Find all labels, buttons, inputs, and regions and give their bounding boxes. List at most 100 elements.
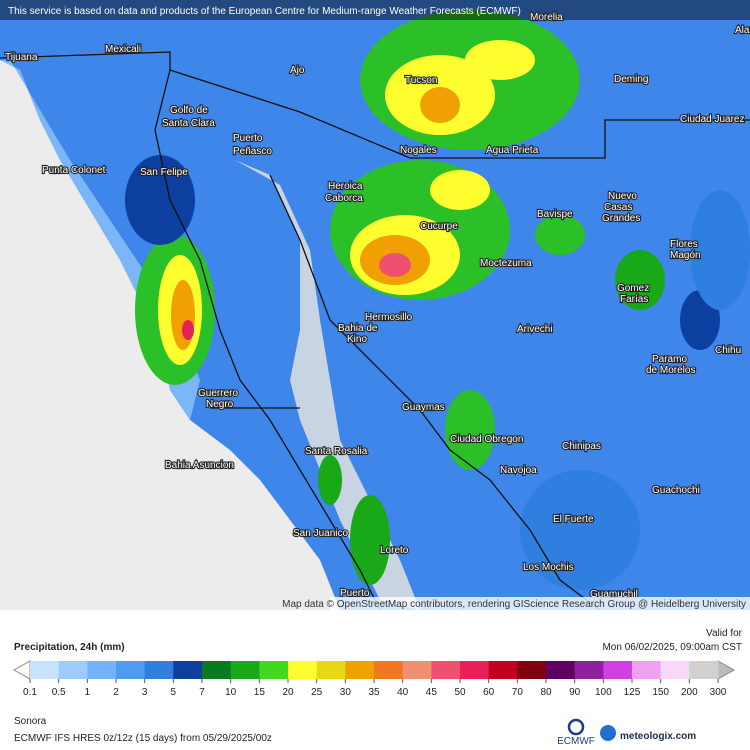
place-label: Grandes bbox=[602, 213, 640, 224]
place-label: Paramo bbox=[652, 354, 687, 365]
place-label: San Felipe bbox=[140, 167, 188, 178]
place-label: Kino bbox=[347, 334, 367, 345]
place-label: Puerto bbox=[233, 133, 263, 144]
colorbar-tick-label: 60 bbox=[483, 687, 495, 698]
place-label: Agua Prieta bbox=[486, 145, 539, 156]
place-label: Guaymas bbox=[402, 402, 445, 413]
colorbar-tick-label: 70 bbox=[512, 687, 524, 698]
colorbar-swatch bbox=[431, 661, 461, 679]
place-label: Bahia Asuncion bbox=[165, 460, 234, 471]
map: This service is based on data and produc… bbox=[0, 0, 750, 610]
place-label: Bahia de bbox=[338, 323, 378, 334]
notice: This service is based on data and produc… bbox=[8, 6, 521, 17]
model-info: ECMWF IFS HRES 0z/12z (15 days) from 05/… bbox=[14, 733, 272, 744]
colorbar-tick-label: 25 bbox=[311, 687, 323, 698]
place-label: San Juanico bbox=[293, 528, 348, 539]
place-label: Golfo de bbox=[170, 105, 208, 116]
valid-label: Valid for bbox=[706, 628, 743, 639]
place-label: Guachochi bbox=[652, 485, 700, 496]
brand-logo bbox=[600, 725, 616, 741]
colorbar-swatch bbox=[58, 661, 88, 679]
colorbar-swatch bbox=[316, 661, 346, 679]
colorbar-tick-label: 300 bbox=[710, 687, 727, 698]
colorbar-swatch bbox=[259, 661, 289, 679]
place-label: Morelia bbox=[530, 12, 563, 23]
place-label: de Morelos bbox=[646, 365, 695, 376]
colorbar-left-arrow bbox=[12, 660, 31, 680]
colorbar-swatch bbox=[288, 661, 318, 679]
attribution-bg bbox=[330, 597, 750, 610]
place-label: Peñasco bbox=[233, 146, 272, 157]
place-label: Bavispe bbox=[537, 209, 573, 220]
colorbar: 0.1 0.5 1 2 3 5 7 10 15 20 25 30 35 40 45 50 60 70 80 90 100… bbox=[12, 660, 736, 698]
place-label: Chinipas bbox=[562, 441, 601, 452]
place-label: Deming bbox=[614, 74, 648, 85]
precip-blobs bbox=[125, 10, 750, 590]
place-label: Loreto bbox=[380, 545, 409, 556]
place-label: Casas bbox=[604, 202, 632, 213]
place-label: Magón bbox=[670, 250, 701, 261]
colorbar-swatch bbox=[87, 661, 117, 679]
colorbar-swatch bbox=[202, 661, 232, 679]
place-label: Tijuana bbox=[5, 52, 38, 63]
colorbar-tick-label: 150 bbox=[652, 687, 669, 698]
colorbar-tick-label: 50 bbox=[454, 687, 466, 698]
legend: Precipitation, 24h (mm) Valid for Mon 06… bbox=[12, 628, 743, 747]
place-label: Nuevo bbox=[608, 191, 637, 202]
places: Morelia Alam Tijuana Mexicali Ajo Tucson Demin… bbox=[4, 11, 750, 601]
attribution: Map data © OpenStreetMap contributors, r… bbox=[282, 599, 746, 610]
colorbar-tick-label: 80 bbox=[540, 687, 552, 698]
colorbar-swatch bbox=[173, 661, 203, 679]
colorbar-tick-label: 125 bbox=[624, 687, 641, 698]
ecmwf-logo bbox=[567, 718, 585, 736]
colorbar-swatch bbox=[546, 661, 576, 679]
place-label: Punta Colonet bbox=[42, 165, 106, 176]
valid-time: Mon 06/02/2025, 09:00am CST bbox=[602, 642, 742, 653]
place-label: Chihu bbox=[715, 345, 741, 356]
place-label: Heroica bbox=[328, 181, 363, 192]
place-label: Cucurpe bbox=[420, 221, 458, 232]
colorbar-tick-label: 100 bbox=[595, 687, 612, 698]
place-label: Farías bbox=[620, 294, 648, 305]
colorbar-swatch bbox=[660, 661, 690, 679]
colorbar-swatch bbox=[402, 661, 432, 679]
colorbar-swatch bbox=[116, 661, 146, 679]
colorbar-swatch bbox=[345, 661, 375, 679]
colorbar-swatch bbox=[632, 661, 662, 679]
colorbar-swatch bbox=[517, 661, 547, 679]
colorbar-tick-label: 30 bbox=[340, 687, 352, 698]
colorbar-tick-label: 40 bbox=[397, 687, 409, 698]
place-label: Nogales bbox=[400, 145, 437, 156]
colorbar-tick-label: 5 bbox=[171, 687, 177, 698]
colorbar-tick-label: 35 bbox=[368, 687, 380, 698]
colorbar-tick-label: 10 bbox=[225, 687, 237, 698]
colorbar-swatch bbox=[689, 661, 719, 679]
colorbar-tick-label: 1 bbox=[85, 687, 91, 698]
place-label: Alam bbox=[735, 25, 750, 36]
colorbar-tick-label: 2 bbox=[113, 687, 119, 698]
colorbar-tick-label: 0.5 bbox=[52, 687, 66, 698]
pacific-ocean bbox=[0, 60, 340, 610]
place-label: Moctezuma bbox=[480, 258, 532, 269]
colorbar-tick-label: 90 bbox=[569, 687, 581, 698]
colorbar-swatch bbox=[574, 661, 604, 679]
borders bbox=[0, 51, 750, 610]
place-label: Caborca bbox=[325, 193, 363, 204]
place-label: Guerrero bbox=[198, 388, 238, 399]
colorbar-swatch bbox=[488, 661, 518, 679]
colorbar-tick-label: 20 bbox=[282, 687, 294, 698]
place-label: Santa Rosalia bbox=[305, 446, 368, 457]
place-label: Ciudad Juarez bbox=[680, 114, 744, 125]
colorbar-tick-label: 7 bbox=[199, 687, 205, 698]
place-label: Tucson bbox=[405, 75, 437, 86]
place-label: Ajo bbox=[290, 65, 305, 76]
ecmwf-text: ECMWF bbox=[557, 736, 595, 747]
place-label: Los Mochis bbox=[523, 562, 574, 573]
colorbar-swatch bbox=[374, 661, 404, 679]
colorbar-tick-label: 200 bbox=[681, 687, 698, 698]
gulf-of-california bbox=[235, 160, 420, 610]
place-label: Negro bbox=[206, 399, 234, 410]
region: Sonora bbox=[14, 716, 47, 727]
notice-bar bbox=[0, 0, 750, 20]
